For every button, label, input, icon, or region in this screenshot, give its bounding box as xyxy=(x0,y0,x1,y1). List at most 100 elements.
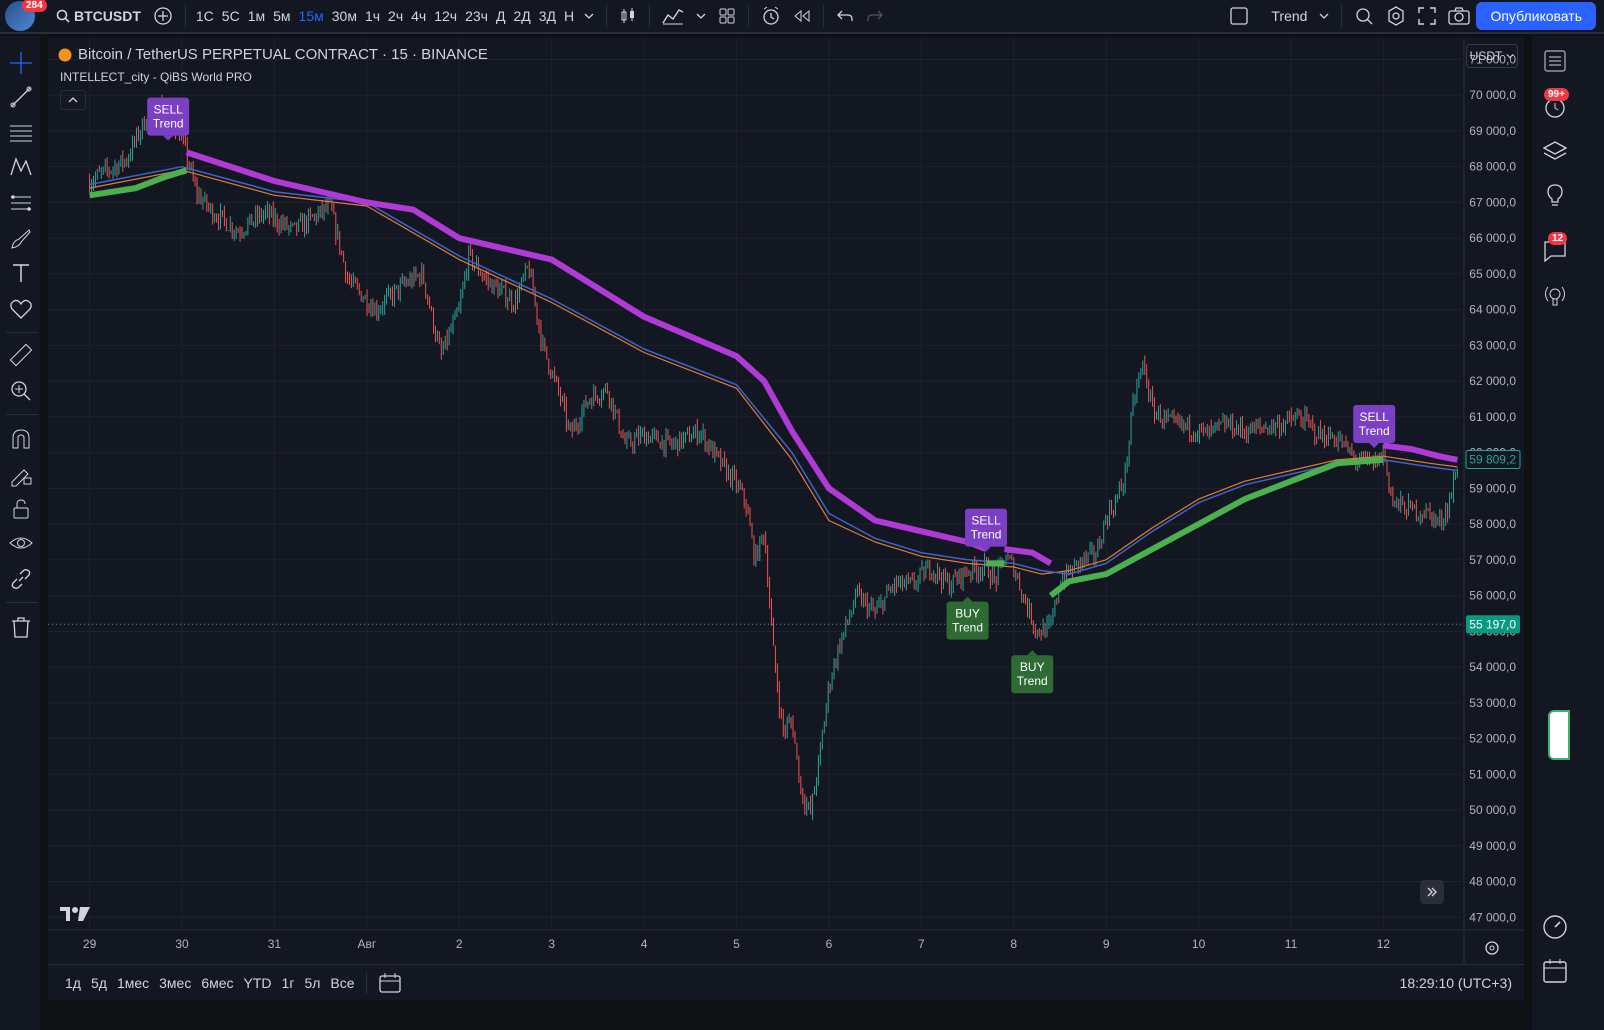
indicators-dropdown-button[interactable] xyxy=(690,2,712,30)
trend-line-sell xyxy=(1004,546,1053,566)
interval-button[interactable]: 23ч xyxy=(465,8,488,24)
measure-tool-button[interactable] xyxy=(8,342,34,368)
chart-pane[interactable]: 71 000,0 70 000,0 69 000,0 68 000,0 67 000,0… xyxy=(48,38,1524,1000)
interval-button[interactable]: 12ч xyxy=(434,8,458,24)
gauge-icon xyxy=(1542,914,1568,940)
currency-selector[interactable]: USDT xyxy=(1466,44,1518,68)
divider xyxy=(1341,5,1343,27)
streams-button[interactable] xyxy=(1540,280,1570,310)
drawing-mode-button[interactable] xyxy=(8,462,34,488)
indicators-button[interactable] xyxy=(656,2,690,30)
interval-button[interactable]: 1ч xyxy=(364,8,381,24)
price-axis-label: 54 000,0 xyxy=(1469,660,1516,674)
settings-button[interactable] xyxy=(1380,2,1412,30)
watchlist-button[interactable] xyxy=(1540,46,1570,76)
range-button[interactable]: YTD xyxy=(243,974,272,991)
hide-drawings-button[interactable] xyxy=(8,530,34,556)
publish-button[interactable]: Опубликовать xyxy=(1476,2,1596,30)
layouts-button[interactable] xyxy=(712,2,742,30)
text-icon xyxy=(9,261,33,285)
ideas-button[interactable] xyxy=(1540,180,1570,210)
interval-button[interactable]: 1С xyxy=(195,8,214,24)
horizontal-lines-tool-button[interactable] xyxy=(8,120,34,146)
user-menu-button[interactable]: 284 xyxy=(0,0,47,33)
scroll-to-realtime-button[interactable] xyxy=(1420,880,1444,904)
fullscreen-button[interactable] xyxy=(1412,2,1442,30)
layout-name-button[interactable]: Trend xyxy=(1223,2,1313,30)
axis-settings-button[interactable] xyxy=(1484,940,1500,961)
time-axis-label: 7 xyxy=(918,937,925,951)
interval-button[interactable]: 1м xyxy=(247,8,266,24)
go-to-date-button[interactable] xyxy=(373,969,407,997)
range-button[interactable]: Все xyxy=(330,974,355,991)
undo-button[interactable] xyxy=(830,2,860,30)
signal-text: BUY xyxy=(955,607,980,621)
range-button[interactable]: 1г xyxy=(281,974,295,991)
indicator-legend[interactable]: INTELLECT_city - QiBS World PRO xyxy=(60,70,252,84)
price-axis-label: 65 000,0 xyxy=(1469,267,1516,281)
lock-drawings-button[interactable] xyxy=(8,496,34,522)
calendar-button[interactable] xyxy=(1540,956,1570,986)
interval-button[interactable]: 4ч xyxy=(411,8,427,24)
interval-button[interactable]: 3Д xyxy=(538,8,557,24)
brush-tool-button[interactable] xyxy=(8,226,34,252)
pattern-icon xyxy=(9,155,33,179)
time-axis-label: 4 xyxy=(641,937,648,951)
price-axis-label: 70 000,0 xyxy=(1469,88,1516,102)
text-tool-button[interactable] xyxy=(8,260,34,286)
pattern-tool-button[interactable] xyxy=(8,154,34,180)
magnet-mode-button[interactable] xyxy=(8,426,34,452)
favorites-tool-button[interactable] xyxy=(8,296,34,322)
interval-button[interactable]: Д xyxy=(495,8,506,24)
divider xyxy=(606,5,608,27)
interval-dropdown-button[interactable] xyxy=(578,2,600,30)
price-axis-label: 48 000,0 xyxy=(1469,875,1516,889)
quick-search-button[interactable] xyxy=(1348,2,1380,30)
screenshot-button[interactable] xyxy=(1442,2,1476,30)
layout-dropdown-button[interactable] xyxy=(1313,2,1335,30)
series-legend[interactable]: Bitcoin / TetherUS PERPETUAL CONTRACT · … xyxy=(58,46,488,63)
grid-icon xyxy=(718,7,736,25)
object-tree-button[interactable] xyxy=(1540,136,1570,166)
fibonacci-icon xyxy=(9,191,33,215)
range-button[interactable]: 5л xyxy=(304,974,321,991)
sync-drawings-button[interactable] xyxy=(8,566,34,592)
symbol-search-button[interactable]: BTCUSDT xyxy=(50,2,147,30)
timezone-clock[interactable]: 18:29:10 (UTC+3) xyxy=(1399,975,1512,991)
date-range-selector: 1д 5д 1мес 3мес 6мес YTD 1г 5л Все xyxy=(60,975,360,991)
series-title: Bitcoin / TetherUS PERPETUAL CONTRACT · … xyxy=(78,46,488,63)
price-chart[interactable]: 71 000,0 70 000,0 69 000,0 68 000,0 67 000,0… xyxy=(48,38,1524,964)
signal-text: SELL xyxy=(153,103,183,117)
interval-button[interactable]: 30м xyxy=(331,8,357,24)
interval-button[interactable]: 15м xyxy=(298,8,324,24)
zoom-tool-button[interactable] xyxy=(8,378,34,404)
remove-drawings-button[interactable] xyxy=(8,614,34,640)
range-button[interactable]: 6мес xyxy=(201,974,234,991)
alert-button[interactable] xyxy=(755,2,787,30)
chart-type-button[interactable] xyxy=(613,2,643,30)
fibonacci-tool-button[interactable] xyxy=(8,190,34,216)
range-button[interactable]: 1мес xyxy=(116,974,150,991)
range-button[interactable]: 3мес xyxy=(159,974,192,991)
interval-button[interactable]: 2Д xyxy=(513,8,531,24)
magnifier-icon xyxy=(1354,6,1374,26)
interval-button[interactable]: 5м xyxy=(273,8,291,24)
range-button[interactable]: 5д xyxy=(90,974,107,991)
interval-button[interactable]: Н xyxy=(564,8,575,24)
price-axis-label: 53 000,0 xyxy=(1469,696,1516,710)
trend-line-tool-button[interactable] xyxy=(8,84,34,110)
crosshair-tool-button[interactable] xyxy=(8,50,34,76)
legend-collapse-button[interactable] xyxy=(60,90,86,110)
time-axis-label: 30 xyxy=(175,937,189,951)
compare-button[interactable] xyxy=(147,2,179,30)
interval-button[interactable]: 2ч xyxy=(388,8,404,24)
square-icon xyxy=(1229,6,1249,26)
replay-button[interactable] xyxy=(787,2,817,30)
signal-text: Trend xyxy=(952,621,983,635)
speed-button[interactable] xyxy=(1540,912,1570,942)
floating-widget[interactable] xyxy=(1548,710,1570,760)
redo-button[interactable] xyxy=(860,2,890,30)
interval-button[interactable]: 5С xyxy=(221,8,240,24)
range-button[interactable]: 1д xyxy=(65,974,81,991)
